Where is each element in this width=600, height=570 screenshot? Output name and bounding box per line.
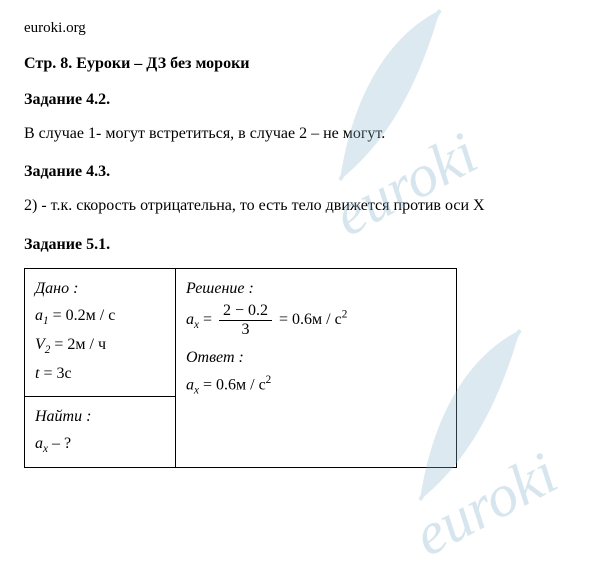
ax-sym: a — [186, 311, 194, 328]
solution-table: Дано : a1 = 0.2м / с V2 = 2м / ч t = 3с … — [24, 268, 457, 468]
a1-val: = 0.2м / с — [49, 307, 116, 324]
frac-den: 3 — [219, 320, 272, 339]
eq-sign: = — [203, 311, 216, 328]
ans-rhs: = 0.6м / с — [199, 377, 266, 394]
find-ax-sym: a — [35, 435, 43, 452]
fraction: 2 − 0.2 3 — [219, 302, 272, 338]
given-cell: Дано : a1 = 0.2м / с V2 = 2м / ч t = 3с — [25, 268, 176, 396]
site-url: euroki.org — [24, 20, 576, 37]
given-a1: a1 = 0.2м / с — [35, 302, 165, 331]
answer-eq: ax = 0.6м / с2 — [186, 371, 446, 401]
a1-sym: a — [35, 307, 43, 324]
given-label: Дано : — [35, 275, 165, 302]
sol-rhs: = 0.6м / с — [279, 311, 342, 328]
v2-sym: V — [35, 336, 45, 353]
task-42-text: В случае 1- могут встретиться, в случае … — [24, 123, 576, 145]
find-ax-q: – ? — [48, 435, 71, 452]
task-43-heading: Задание 4.3. — [24, 163, 576, 181]
find-ax: ax – ? — [35, 430, 165, 459]
task-51-heading: Задание 5.1. — [24, 236, 576, 254]
find-cell: Найти : ax – ? — [25, 396, 176, 467]
page-title: Стр. 8. Еуроки – ДЗ без мороки — [24, 55, 576, 73]
given-v2: V2 = 2м / ч — [35, 331, 165, 360]
task-43-text: 2) - т.к. скорость отрицательна, то есть… — [24, 195, 576, 217]
t-val: = 3с — [39, 365, 71, 382]
frac-num: 2 − 0.2 — [219, 302, 272, 320]
solution-cell: Решение : ax = 2 − 0.2 3 = 0.6м / с2 Отв… — [176, 268, 457, 467]
ans-sq: 2 — [266, 374, 272, 386]
sol-sq: 2 — [342, 308, 348, 320]
ax-sub: x — [194, 319, 199, 331]
solution-label: Решение : — [186, 275, 446, 302]
ans-ax-sym: a — [186, 377, 194, 394]
v2-val: = 2м / ч — [50, 336, 106, 353]
find-label: Найти : — [35, 403, 165, 430]
answer-label: Ответ : — [186, 344, 446, 371]
task-42-heading: Задание 4.2. — [24, 91, 576, 109]
given-t: t = 3с — [35, 360, 165, 387]
solution-eq: ax = 2 − 0.2 3 = 0.6м / с2 — [186, 302, 446, 338]
table-row: Дано : a1 = 0.2м / с V2 = 2м / ч t = 3с … — [25, 268, 457, 396]
